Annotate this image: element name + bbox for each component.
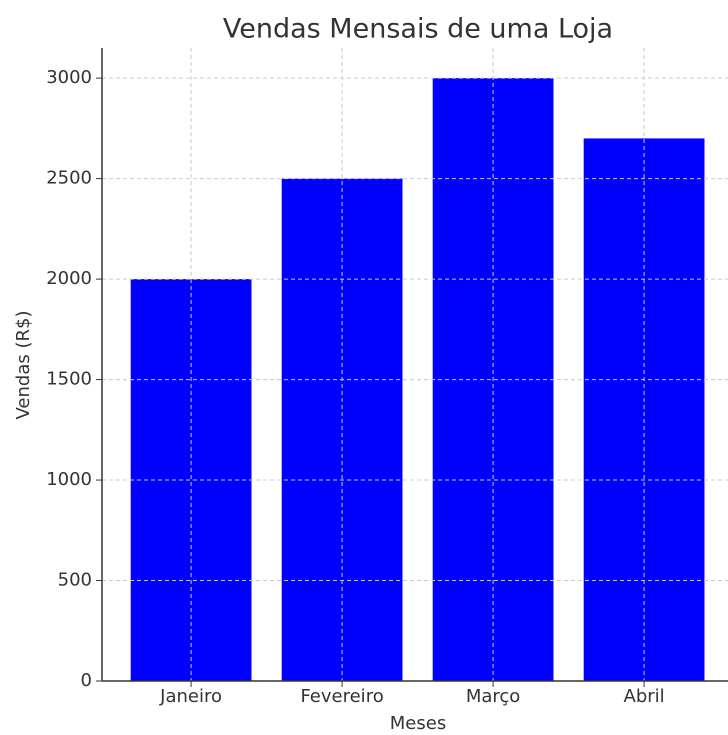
x-tick-label: Fevereiro bbox=[300, 686, 383, 707]
y-tick-label: 3000 bbox=[46, 67, 92, 88]
y-tick-label: 2000 bbox=[46, 268, 92, 289]
y-axis-label: Vendas (R$) bbox=[13, 311, 34, 420]
chart-title: Vendas Mensais de uma Loja bbox=[223, 14, 613, 45]
y-tick-label: 2500 bbox=[46, 168, 92, 189]
y-tick-label: 1000 bbox=[46, 469, 92, 490]
y-tick-label: 0 bbox=[81, 670, 92, 691]
x-axis-label: Meses bbox=[390, 713, 446, 734]
y-tick-label: 1500 bbox=[46, 369, 92, 390]
bar bbox=[130, 279, 252, 681]
y-tick-label: 500 bbox=[58, 570, 92, 591]
x-tick-label: Abril bbox=[624, 686, 665, 707]
x-tick-label: Janeiro bbox=[159, 686, 222, 707]
x-tick-label: Março bbox=[466, 686, 520, 707]
